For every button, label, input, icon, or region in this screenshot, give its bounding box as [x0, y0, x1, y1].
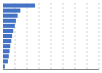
bars: [3, 4, 35, 69]
bar: [3, 29, 13, 33]
chart: [0, 0, 102, 73]
grid: [15, 3, 99, 69]
bar: [3, 54, 9, 58]
bar: [3, 4, 35, 8]
grid-line: [39, 3, 40, 69]
bar: [3, 19, 16, 23]
bar: [3, 9, 20, 13]
bar: [3, 44, 10, 48]
bar: [3, 24, 15, 28]
grid-line: [75, 3, 76, 69]
bar: [3, 64, 5, 68]
bar: [3, 14, 18, 18]
bar: [3, 59, 8, 63]
grid-line: [15, 3, 16, 69]
x-axis: [3, 69, 99, 70]
grid-line: [63, 3, 64, 69]
bar: [3, 39, 11, 43]
grid-line: [51, 3, 52, 69]
grid-line: [87, 3, 88, 69]
bar: [3, 49, 10, 53]
grid-line: [27, 3, 28, 69]
grid-line: [99, 3, 100, 69]
bar: [3, 34, 12, 38]
